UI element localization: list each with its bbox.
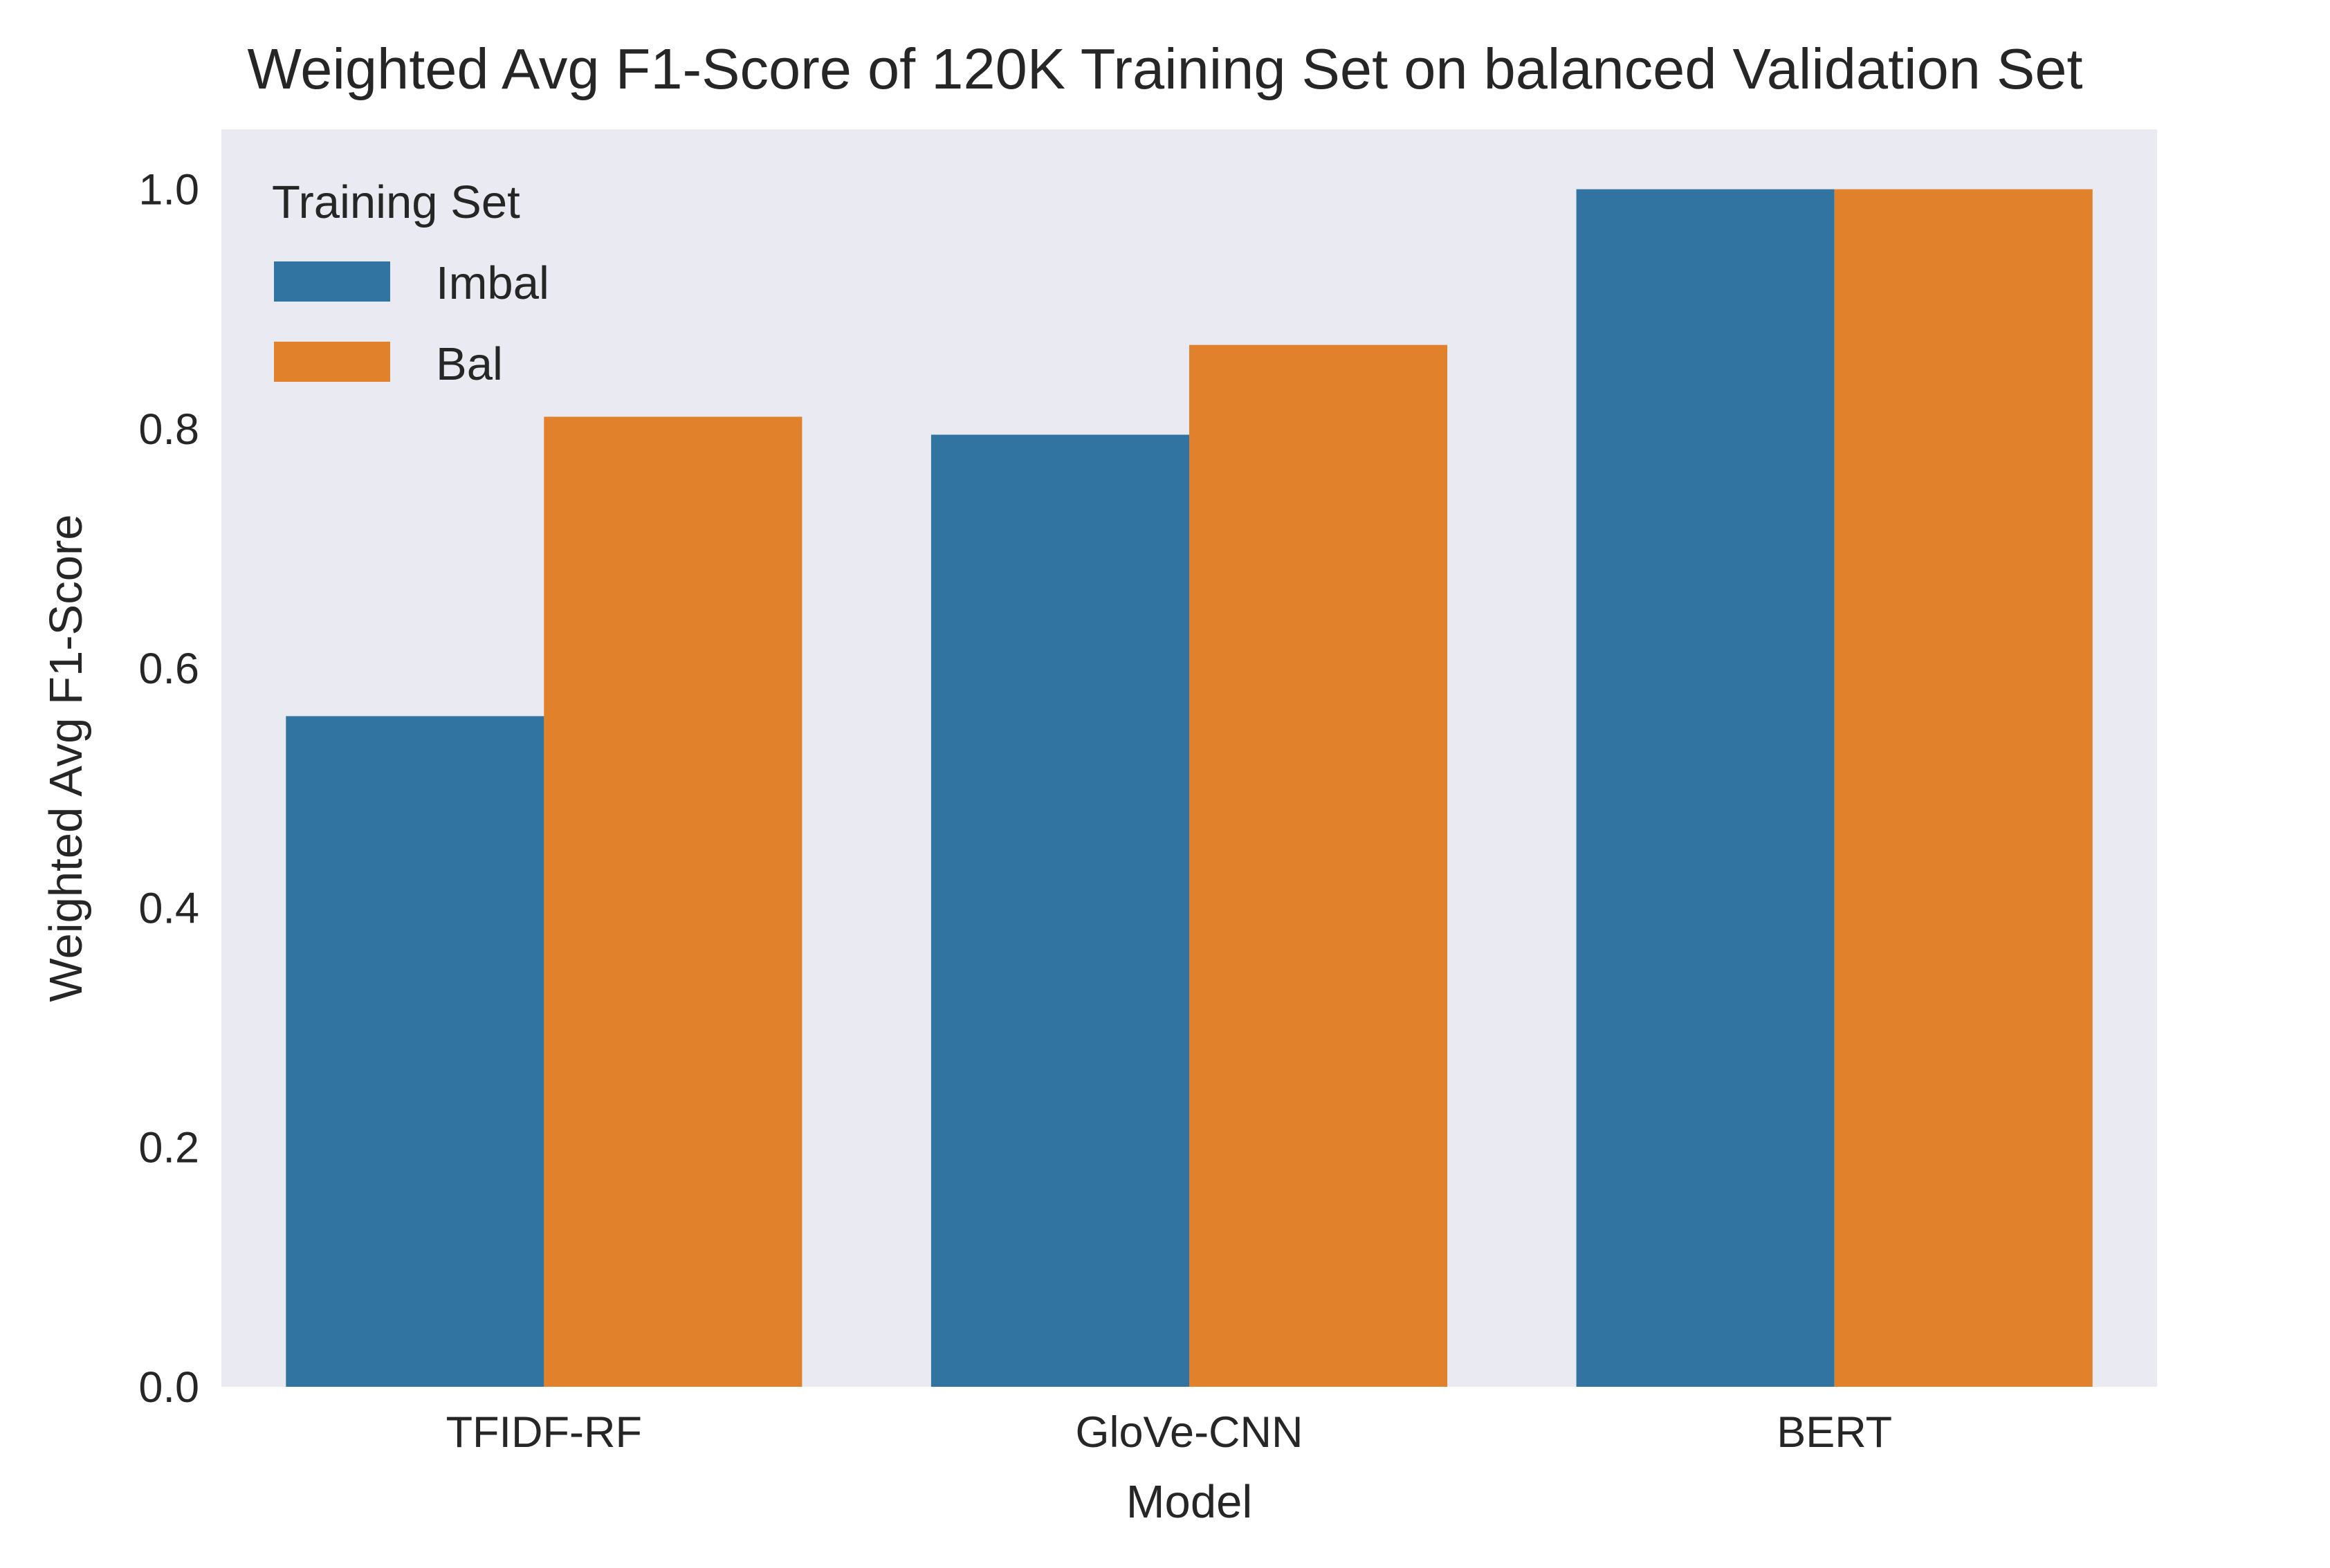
y-tick-label: 0.4	[138, 884, 199, 932]
legend-swatch-imbal	[274, 261, 390, 302]
legend-label-imbal: Imbal	[436, 257, 549, 309]
legend-label-bal: Bal	[436, 338, 503, 390]
y-tick-label: 1.0	[138, 166, 199, 214]
y-tick-label: 0.0	[138, 1363, 199, 1412]
x-tick-label: BERT	[1777, 1408, 1892, 1457]
bar-imbal-glove-cnn	[931, 435, 1189, 1387]
x-axis-label: Model	[1126, 1476, 1252, 1528]
x-tick-label: GloVe-CNN	[1075, 1408, 1303, 1457]
bar-bal-tfidf-rf	[544, 417, 802, 1387]
bar-imbal-bert	[1577, 190, 1835, 1387]
y-axis-label: Weighted Avg F1-Score	[40, 514, 92, 1002]
y-tick-label: 0.2	[138, 1124, 199, 1172]
chart-title: Weighted Avg F1-Score of 120K Training S…	[247, 37, 2082, 101]
legend-swatch-bal	[274, 342, 390, 382]
y-tick-label: 0.6	[138, 645, 199, 693]
y-axis-ticks: 0.0 0.2 0.4 0.6 0.8 1.0	[138, 166, 199, 1412]
x-tick-label: TFIDF-RF	[446, 1408, 642, 1457]
legend-title: Training Set	[272, 176, 520, 228]
y-tick-label: 0.8	[138, 405, 199, 454]
bar-imbal-tfidf-rf	[286, 716, 544, 1387]
x-axis-ticks: TFIDF-RF GloVe-CNN BERT	[446, 1408, 1893, 1457]
bar-bal-glove-cnn	[1189, 345, 1447, 1387]
bar-bal-bert	[1835, 190, 2093, 1387]
